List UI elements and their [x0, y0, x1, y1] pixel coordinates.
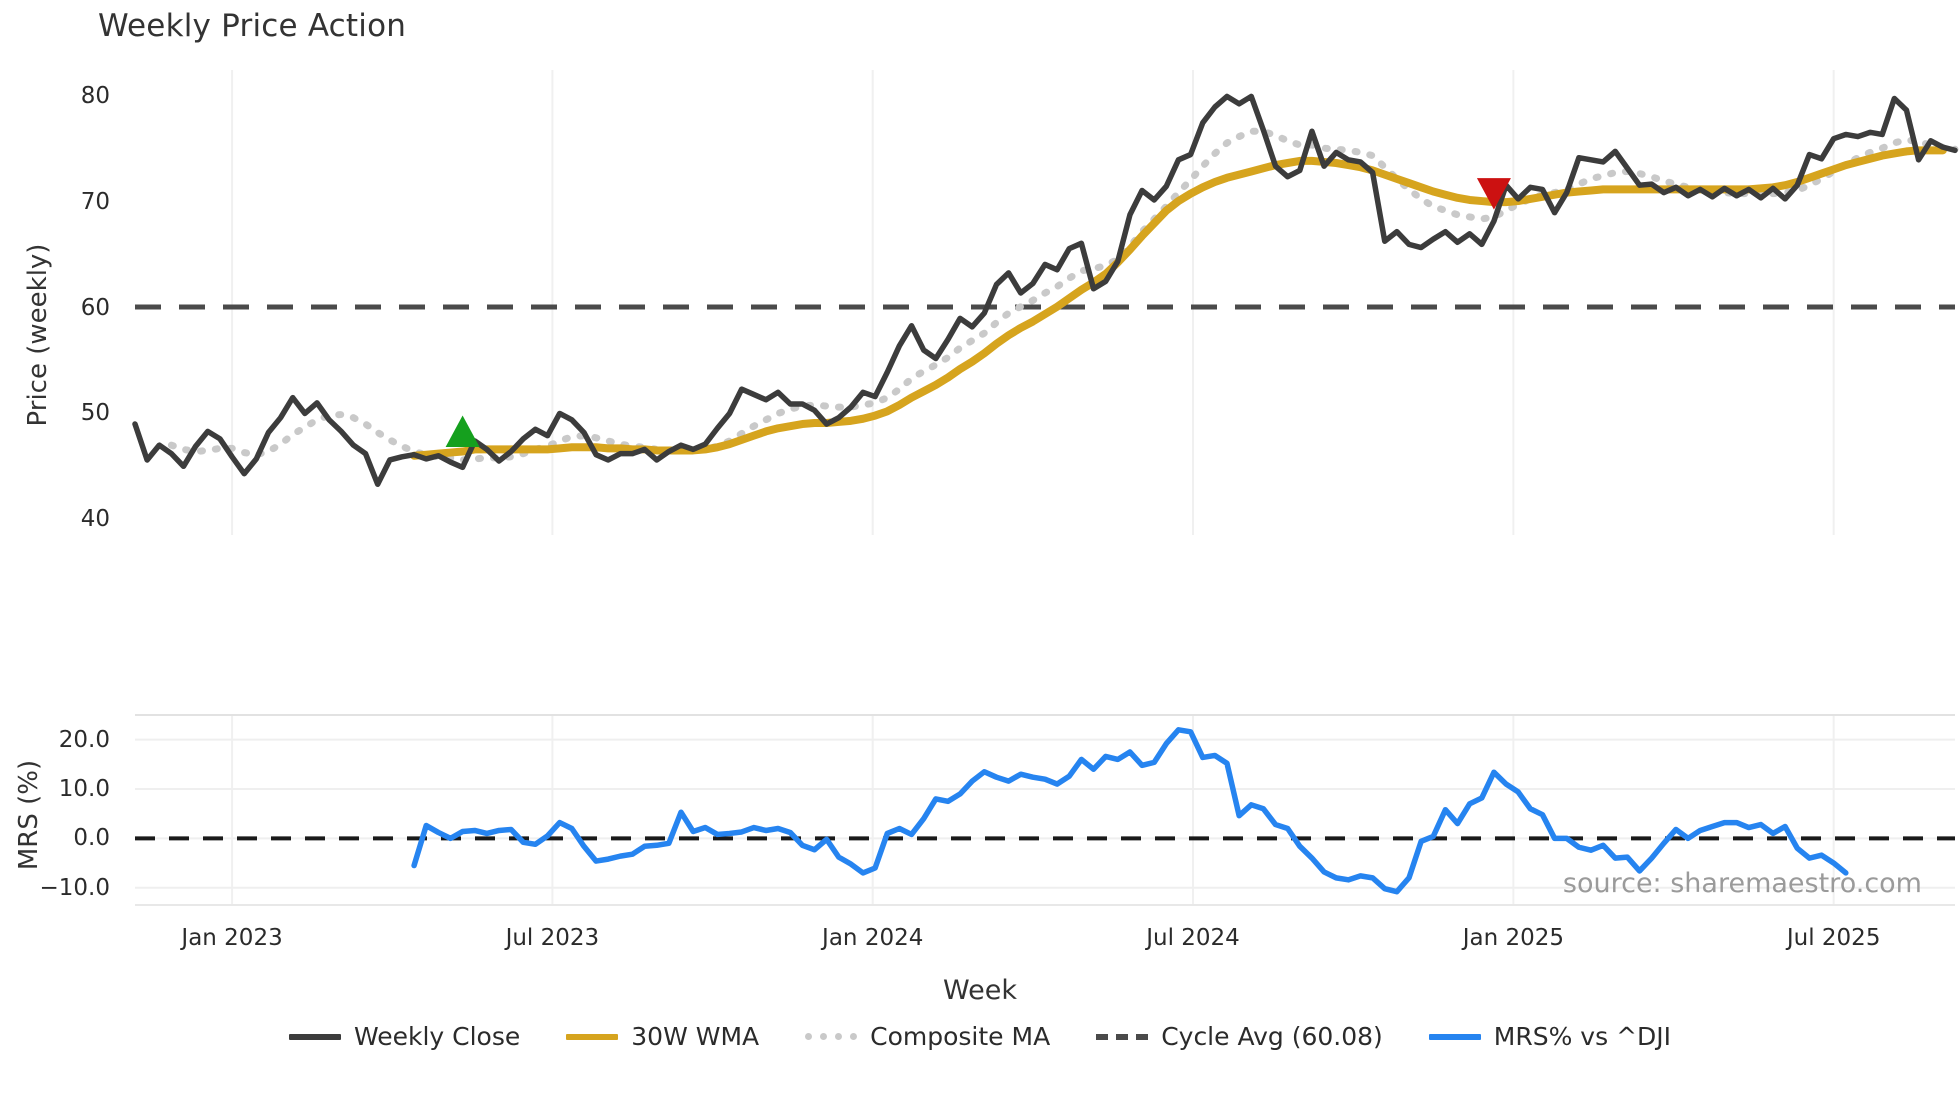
legend-label-0: Weekly Close	[353, 1022, 521, 1051]
price-ytick-60: 60	[80, 294, 110, 321]
legend-label-2: Composite MA	[870, 1022, 1051, 1051]
price-ytick-40: 40	[80, 506, 110, 533]
chart-legend: Weekly Close 30W WMA Composite MA Cycle Avg…	[0, 1022, 1960, 1051]
mrs-ytick-20: 20.0	[58, 726, 110, 753]
legend-item-2[interactable]: Composite MA	[805, 1022, 1050, 1051]
x-tick-1: Jul 2023	[505, 925, 600, 951]
legend-label-1: 30W WMA	[631, 1022, 760, 1051]
legend-item-0[interactable]: Weekly Close	[288, 1022, 521, 1051]
legend-label-4: MRS% vs ^DJI	[1493, 1022, 1672, 1051]
legend-swatch-icon-1	[566, 1033, 619, 1040]
legend-item-1[interactable]: 30W WMA	[566, 1022, 759, 1051]
page-title: Weekly Price Action	[98, 8, 407, 44]
x-tick-2: Jan 2024	[822, 925, 924, 951]
legend-item-3[interactable]: Cycle Avg (60.08)	[1096, 1022, 1383, 1051]
mrs-panel-series	[135, 727, 1955, 895]
source-watermark: source: sharemaestro.com	[1562, 868, 1922, 899]
x-axis-label: Week	[943, 975, 1017, 1006]
x-tick-0: Jan 2023	[181, 925, 283, 951]
mrs-ytick-10: 10.0	[58, 776, 110, 803]
x-tick-5: Jul 2025	[1786, 925, 1881, 951]
legend-swatch-icon-4	[1428, 1033, 1481, 1040]
legend-item-4[interactable]: MRS% vs ^DJI	[1428, 1022, 1672, 1051]
signal-markers	[445, 178, 1511, 447]
gridlines	[135, 70, 1955, 906]
x-tick-4: Jan 2025	[1462, 925, 1564, 951]
price-ytick-70: 70	[80, 189, 110, 216]
legend-swatch-icon-0	[288, 1033, 341, 1040]
legend-swatch-icon-3	[1096, 1033, 1149, 1040]
mrs-ytick--10: −10.0	[39, 874, 110, 901]
mrs-ytick-0: 0.0	[73, 825, 110, 852]
price-panel-series	[132, 93, 1959, 488]
price-ytick-50: 50	[80, 400, 110, 427]
legend-swatch-icon-2	[805, 1033, 858, 1040]
legend-label-3: Cycle Avg (60.08)	[1161, 1022, 1383, 1051]
price-ytick-80: 80	[80, 83, 110, 110]
x-tick-3: Jul 2024	[1146, 925, 1240, 951]
